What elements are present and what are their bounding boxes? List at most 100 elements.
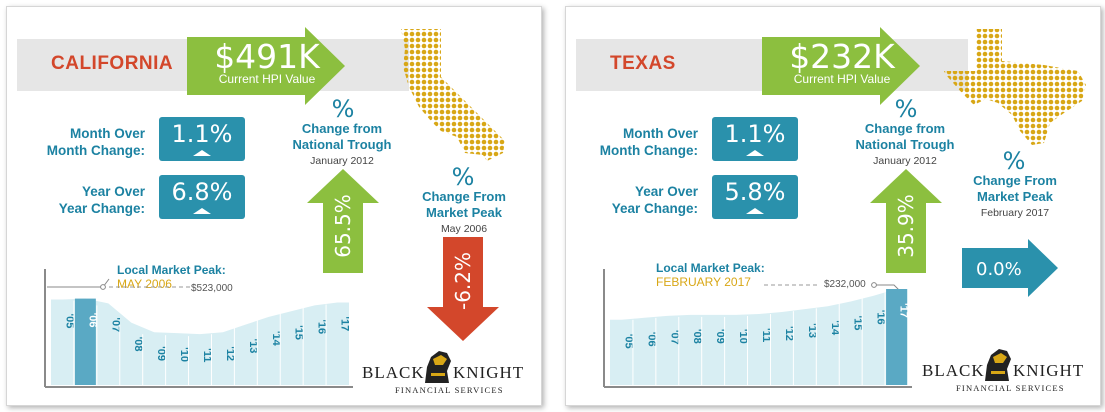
peak-value: -6.2% — [451, 251, 475, 311]
texas-panel: TEXAS $232K Current HPI Value Month Over… — [565, 6, 1101, 406]
chart-year-label: '11 — [201, 348, 213, 362]
trough-value: 35.9% — [894, 194, 918, 258]
yoy-box: 5.8% — [712, 175, 798, 219]
knight-logo-icon — [985, 349, 1011, 381]
mom-label: Month Over Month Change: — [25, 125, 145, 159]
hpi-arrow-icon — [762, 27, 920, 105]
hpi-label: Current HPI Value — [793, 72, 891, 86]
trough-percent-symbol: % — [894, 95, 918, 123]
up-triangle-icon — [746, 208, 764, 214]
peak-percent-symbol: % — [1002, 147, 1026, 175]
trough-value: 65.5% — [331, 194, 355, 258]
yoy-label: Year Over Year Change: — [578, 183, 698, 217]
logo-text-black: BLACK — [922, 361, 985, 380]
state-name: TEXAS — [610, 53, 676, 74]
chart-year-label: '14 — [829, 320, 841, 336]
peak-value: 0.0% — [976, 259, 1022, 280]
trough-percent-symbol: % — [331, 95, 355, 123]
peak-date: May 2006 — [440, 223, 488, 235]
arrow-down-icon — [427, 237, 499, 341]
trough-heading-line2: National Trough — [855, 137, 955, 152]
local-peak-date: FEBRUARY 2017 — [656, 275, 751, 289]
chart-area — [51, 298, 349, 385]
chart-year-label: '13 — [806, 323, 818, 338]
peak-heading-line1: Change From — [422, 189, 506, 204]
peak-connector-line — [47, 278, 191, 290]
local-peak-title: Local Market Peak: — [117, 263, 226, 277]
chart-year-label: '15 — [293, 325, 305, 340]
trough-date: January 2012 — [873, 155, 937, 167]
local-peak-value: $523,000 — [191, 283, 233, 294]
hpi-label: Current HPI Value — [218, 72, 316, 86]
local-peak-value: $232,000 — [824, 279, 866, 290]
chart-year-label: '17 — [898, 303, 910, 318]
arrow-right-icon — [962, 239, 1058, 297]
mom-value: 1.1% — [171, 120, 233, 148]
trough-heading-line1: Change from — [864, 121, 946, 136]
chart-year-label: '15 — [852, 315, 864, 330]
chart-year-label: '09 — [155, 346, 167, 361]
mom-label-line2: Month Change: — [46, 143, 145, 158]
chart-year-label: '11 — [760, 328, 772, 342]
hpi-value: $491K — [214, 37, 320, 76]
logo-text-knight: KNIGHT — [453, 363, 525, 382]
state-map-icon — [944, 29, 1086, 145]
peak-date: February 2017 — [980, 207, 1050, 219]
mom-label: Month Over Month Change: — [578, 125, 698, 159]
chart-year-label: '17 — [339, 316, 351, 331]
yoy-label-line1: Year Over — [634, 184, 698, 199]
yoy-box: 6.8% — [159, 175, 245, 219]
local-market-chart: '05 '06 '07 '08 '09 '10 '11 '12 '13 '14 '15 '16 '17 — [44, 269, 353, 388]
mom-box: 1.1% — [712, 117, 798, 161]
chart-year-label: '06 — [86, 313, 98, 328]
chart-highlight-bar — [886, 289, 907, 385]
up-triangle-icon — [193, 150, 211, 156]
hpi-arrow-icon — [187, 27, 345, 105]
yoy-label-line2: Year Change: — [58, 201, 145, 216]
chart-year-label: '08 — [132, 337, 144, 352]
chart-year-label: '08 — [691, 329, 703, 344]
logo-text-knight: KNIGHT — [1013, 361, 1085, 380]
trough-heading-line2: National Trough — [292, 137, 392, 152]
logo-subtitle: FINANCIAL SERVICES — [956, 383, 1065, 393]
peak-heading-line1: Change From — [973, 173, 1057, 188]
trough-heading-line1: Change from — [301, 121, 383, 136]
peak-heading-line2: Market Peak — [426, 205, 502, 220]
up-triangle-icon — [746, 150, 764, 156]
arrow-up-icon — [307, 169, 379, 273]
chart-year-label: '07 — [109, 317, 121, 332]
knight-logo-icon — [425, 351, 451, 383]
chart-highlight-bar — [74, 298, 96, 385]
mom-label-line2: Month Change: — [599, 143, 698, 158]
peak-heading: Change From Market Peak — [950, 173, 1080, 205]
yoy-label: Year Over Year Change: — [25, 183, 145, 217]
yoy-value: 6.8% — [171, 178, 233, 206]
california-panel: CALIFORNIA $491K Current HPI Value Month… — [6, 6, 542, 406]
chart-year-label: '07 — [668, 330, 680, 345]
chart-area — [610, 289, 908, 385]
chart-year-label: '12 — [783, 326, 795, 341]
chart-year-label: '13 — [247, 339, 259, 354]
yoy-label-line2: Year Change: — [611, 201, 698, 216]
logo-text-black: BLACK — [362, 363, 425, 382]
hpi-value: $232K — [789, 37, 895, 76]
peak-heading-line2: Market Peak — [977, 189, 1053, 204]
mom-box: 1.1% — [159, 117, 245, 161]
local-peak-title: Local Market Peak: — [656, 261, 765, 275]
yoy-label-line1: Year Over — [81, 184, 145, 199]
chart-year-label: '10 — [737, 329, 749, 344]
trough-heading: Change from National Trough — [840, 121, 970, 153]
local-market-chart: '05 '06 '07 '08 '09 '10 '11 '12 '13 '14 '15 '16 '17 — [603, 269, 912, 388]
chart-year-label: '14 — [270, 331, 282, 347]
chart-year-label: '16 — [316, 319, 328, 334]
chart-year-label: '09 — [714, 329, 726, 344]
state-map-icon — [401, 29, 505, 161]
chart-year-label: '05 — [63, 314, 75, 329]
chart-year-label: '06 — [645, 332, 657, 347]
mom-label-line1: Month Over — [622, 126, 698, 141]
chart-year-label: '05 — [622, 334, 634, 349]
chart-year-label: '12 — [224, 346, 236, 361]
logo-subtitle: FINANCIAL SERVICES — [395, 385, 504, 395]
chart-year-label: '10 — [178, 347, 190, 362]
arrow-up-icon — [870, 169, 942, 273]
